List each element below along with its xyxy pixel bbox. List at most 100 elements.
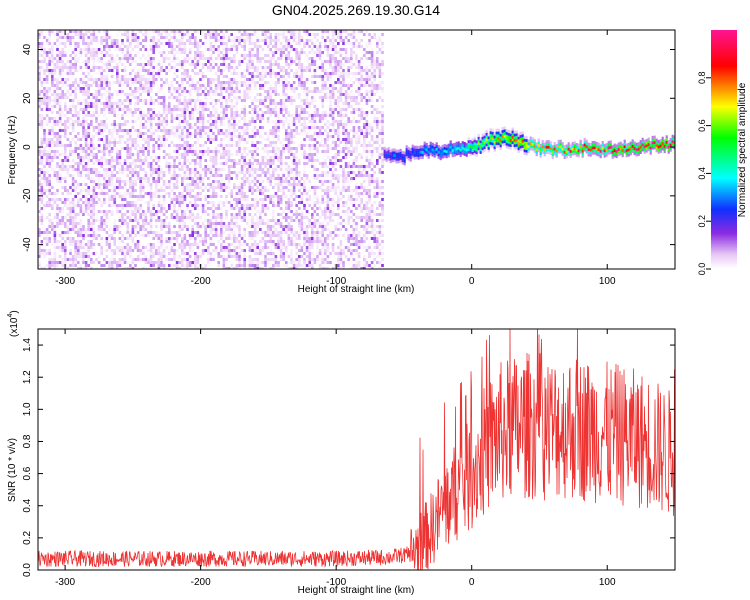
heatmap-cell: [248, 90, 252, 93]
heatmap-cell: [126, 30, 129, 33]
heatmap-cell: [131, 81, 135, 84]
heatmap-cell: [134, 105, 137, 108]
heatmap-cell: [264, 174, 267, 177]
heatmap-cell: [113, 174, 116, 177]
heatmap-cell: [79, 156, 83, 159]
heatmap-cell: [157, 117, 161, 120]
heatmap-cell: [105, 42, 109, 45]
heatmap-cell: [222, 57, 226, 60]
heatmap-cell: [220, 168, 223, 171]
heatmap-cell: [243, 99, 246, 102]
heatmap-cell: [173, 156, 176, 159]
heatmap-cell: [139, 183, 142, 186]
heatmap-cell: [77, 162, 80, 165]
heatmap-cell: [43, 153, 46, 156]
heatmap-cell: [147, 153, 150, 156]
heatmap-cell: [235, 219, 239, 222]
heatmap-cell: [261, 72, 265, 75]
heatmap-cell: [110, 42, 114, 45]
heatmap-cell: [108, 54, 111, 57]
heatmap-cell: [214, 117, 218, 120]
heatmap-cell: [209, 117, 213, 120]
heatmap-cell: [74, 252, 77, 255]
heatmap-cell: [103, 219, 106, 222]
heatmap-cell: [266, 180, 270, 183]
heatmap-cell: [90, 75, 93, 78]
heatmap-cell: [84, 54, 88, 57]
heatmap-cell: [225, 150, 228, 153]
heatmap-cell: [196, 60, 200, 63]
heatmap-cell: [183, 33, 187, 36]
heatmap-cell: [110, 165, 114, 168]
heatmap-cell: [136, 96, 140, 99]
heatmap-cell: [142, 78, 145, 81]
heatmap-cell: [126, 156, 129, 159]
heatmap-cell: [110, 75, 114, 78]
heatmap-cell: [139, 252, 142, 255]
heatmap-cell: [74, 87, 77, 90]
heatmap-cell: [77, 165, 80, 168]
heatmap-cell: [264, 231, 267, 234]
heatmap-cell: [264, 159, 267, 162]
heatmap-cell: [64, 96, 67, 99]
heatmap-cell: [243, 165, 246, 168]
heatmap-cell: [188, 237, 192, 240]
heatmap-cell: [84, 114, 88, 117]
heatmap-cell: [207, 39, 210, 42]
heatmap-cell: [147, 63, 150, 66]
heatmap-cell: [191, 264, 194, 267]
heatmap-cell: [191, 150, 194, 153]
heatmap-cell: [69, 153, 72, 156]
heatmap-cell: [238, 192, 241, 195]
heatmap-cell: [144, 267, 148, 269]
heatmap-cell: [56, 30, 59, 33]
heatmap-cell: [126, 243, 129, 246]
heatmap-cell: [266, 189, 270, 192]
heatmap-cell: [118, 60, 122, 63]
heatmap-cell: [253, 87, 257, 90]
heatmap-cell: [269, 240, 272, 243]
heatmap-cell: [225, 198, 228, 201]
heatmap-cell: [134, 132, 137, 135]
heatmap-cell: [90, 201, 93, 204]
heatmap-cell: [69, 84, 72, 87]
heatmap-cell: [220, 138, 223, 141]
heatmap-cell: [142, 180, 145, 183]
heatmap-cell: [227, 48, 231, 51]
heatmap-cell: [40, 102, 44, 105]
heatmap-cell: [74, 120, 77, 123]
heatmap-cell: [149, 252, 153, 255]
heatmap-cell: [269, 267, 272, 269]
heatmap-cell: [139, 84, 142, 87]
heatmap-cell: [134, 204, 137, 207]
heatmap-cell: [261, 231, 265, 234]
heatmap-cell: [43, 96, 46, 99]
heatmap-cell: [165, 48, 168, 51]
heatmap-cell: [259, 30, 262, 33]
heatmap-cell: [233, 213, 236, 216]
heatmap-cell: [168, 168, 171, 171]
heatmap-cell: [173, 183, 176, 186]
heatmap-cell: [113, 141, 116, 144]
heatmap-cell: [264, 252, 267, 255]
heatmap-cell: [155, 114, 158, 117]
heatmap-cell: [217, 126, 220, 129]
heatmap-cell: [240, 45, 244, 48]
heatmap-cell: [87, 93, 90, 96]
heatmap-cell: [272, 162, 275, 165]
heatmap-cell: [246, 72, 249, 75]
heatmap-cell: [90, 204, 93, 207]
heatmap-cell: [123, 129, 127, 132]
heatmap-cell: [103, 135, 106, 138]
heatmap-cell: [103, 69, 106, 72]
heatmap-cell: [157, 45, 161, 48]
heatmap-cell: [56, 261, 59, 264]
heatmap-cell: [108, 63, 111, 66]
heatmap-cell: [269, 198, 272, 201]
heatmap-cell: [82, 258, 85, 261]
heatmap-cell: [38, 162, 41, 165]
heatmap-cell: [61, 231, 64, 234]
heatmap-cell: [285, 216, 288, 219]
heatmap-cell: [272, 129, 275, 132]
heatmap-cell: [186, 60, 189, 63]
